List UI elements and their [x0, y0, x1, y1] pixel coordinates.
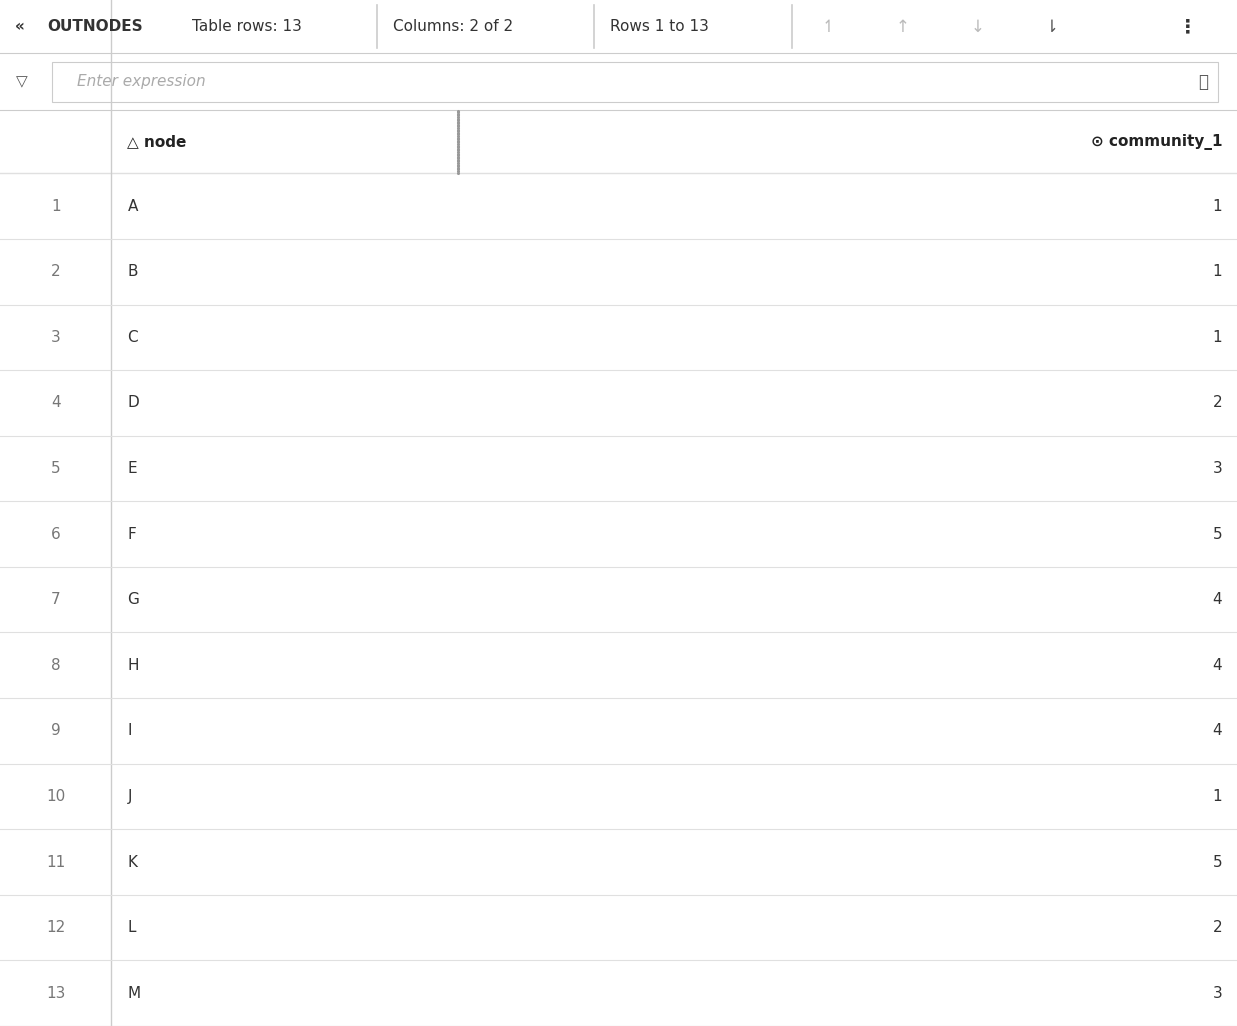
Text: 1: 1 [1212, 329, 1222, 345]
Bar [0, 53, 1237, 110]
Text: 1: 1 [1212, 265, 1222, 279]
Text: 9: 9 [51, 723, 61, 739]
Text: 4: 4 [1212, 658, 1222, 673]
Text: 4: 4 [1212, 592, 1222, 607]
Text: 2: 2 [51, 265, 61, 279]
Text: C: C [127, 329, 139, 345]
Text: M: M [127, 986, 141, 1000]
Text: G: G [127, 592, 140, 607]
Text: 8: 8 [51, 658, 61, 673]
Text: B: B [127, 265, 137, 279]
Bar [0, 567, 1237, 632]
Text: Columns: 2 of 2: Columns: 2 of 2 [393, 19, 513, 34]
Text: 5: 5 [1212, 526, 1222, 542]
Bar [0, 436, 1237, 502]
Text: Table rows: 13: Table rows: 13 [192, 19, 302, 34]
Text: OUTNODES: OUTNODES [47, 19, 142, 34]
Bar [0, 895, 1237, 960]
Text: ⊙ community_1: ⊙ community_1 [1091, 133, 1222, 150]
Text: Rows 1 to 13: Rows 1 to 13 [610, 19, 709, 34]
Text: J: J [127, 789, 132, 804]
Text: I: I [127, 723, 132, 739]
Text: 5: 5 [51, 461, 61, 476]
Text: 3: 3 [1212, 461, 1222, 476]
Text: 4: 4 [1212, 723, 1222, 739]
Text: L: L [127, 920, 136, 935]
Text: 12: 12 [46, 920, 66, 935]
Text: ↿: ↿ [821, 17, 836, 36]
Text: 13: 13 [46, 986, 66, 1000]
Text: △ node: △ node [127, 134, 187, 149]
Text: ↓: ↓ [970, 17, 985, 36]
Text: 4: 4 [51, 395, 61, 410]
Text: Enter expression: Enter expression [77, 74, 205, 89]
Text: ▽: ▽ [16, 74, 28, 89]
Bar [0, 502, 1237, 567]
Text: F: F [127, 526, 136, 542]
FancyBboxPatch shape [52, 62, 1218, 102]
Text: 11: 11 [46, 855, 66, 870]
Text: 5: 5 [1212, 855, 1222, 870]
Text: 2: 2 [1212, 920, 1222, 935]
Bar [0, 763, 1237, 829]
Text: «: « [15, 19, 25, 34]
Bar [0, 239, 1237, 305]
Text: A: A [127, 199, 137, 213]
Text: 1: 1 [1212, 199, 1222, 213]
Bar [0, 370, 1237, 436]
Text: 1: 1 [1212, 789, 1222, 804]
Text: 3: 3 [1212, 986, 1222, 1000]
Bar [0, 305, 1237, 370]
Bar [0, 829, 1237, 895]
Text: 3: 3 [51, 329, 61, 345]
Text: 6: 6 [51, 526, 61, 542]
Bar [0, 0, 1237, 53]
Bar [0, 960, 1237, 1026]
Bar [0, 110, 1237, 173]
Text: ⇂: ⇂ [1044, 17, 1059, 36]
Text: ⋮: ⋮ [1178, 17, 1197, 36]
Text: 10: 10 [46, 789, 66, 804]
Text: 2: 2 [1212, 395, 1222, 410]
Text: E: E [127, 461, 137, 476]
Text: K: K [127, 855, 137, 870]
Bar [0, 632, 1237, 698]
Bar [0, 698, 1237, 763]
Text: H: H [127, 658, 139, 673]
Text: ⌕: ⌕ [1199, 73, 1209, 90]
Text: D: D [127, 395, 139, 410]
Text: ↑: ↑ [896, 17, 910, 36]
Text: 7: 7 [51, 592, 61, 607]
Bar [0, 173, 1237, 239]
Text: 1: 1 [51, 199, 61, 213]
